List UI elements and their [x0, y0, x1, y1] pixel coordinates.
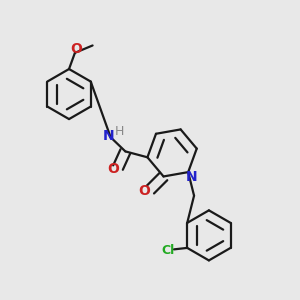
Text: N: N: [103, 129, 114, 143]
Text: O: O: [138, 184, 150, 198]
Text: O: O: [70, 42, 82, 56]
Text: H: H: [115, 125, 124, 138]
Text: Cl: Cl: [161, 244, 175, 257]
Text: O: O: [107, 162, 118, 176]
Text: N: N: [185, 170, 197, 184]
